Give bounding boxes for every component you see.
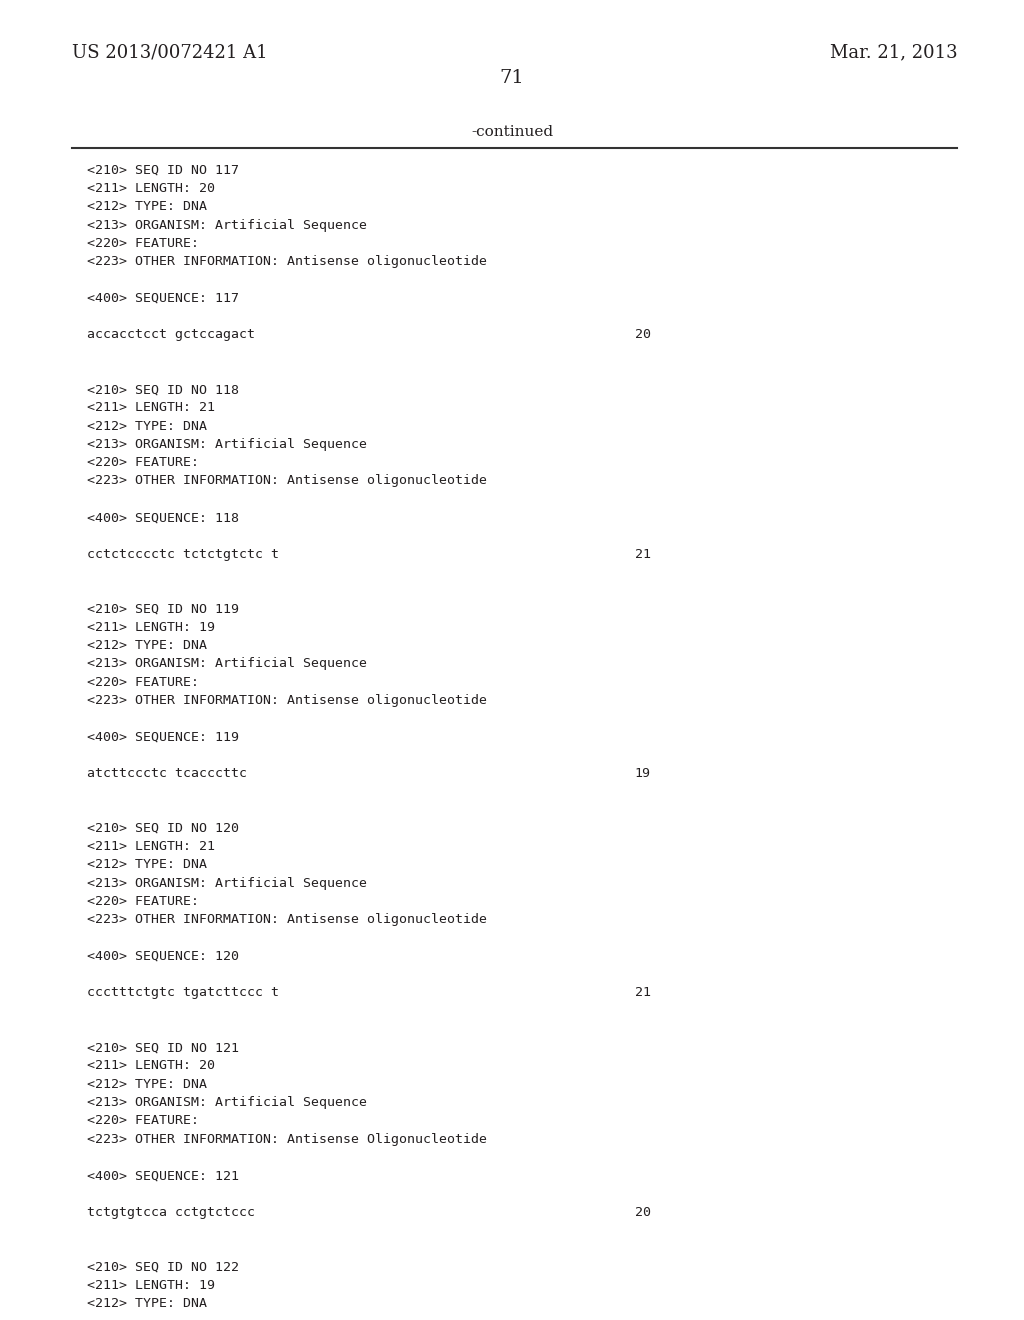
Text: <213> ORGANISM: Artificial Sequence: <213> ORGANISM: Artificial Sequence — [87, 876, 367, 890]
Text: <210> SEQ ID NO 117: <210> SEQ ID NO 117 — [87, 164, 239, 177]
Text: 19: 19 — [635, 767, 651, 780]
Text: ccctttctgtc tgatcttccc t: ccctttctgtc tgatcttccc t — [87, 986, 279, 999]
Text: <211> LENGTH: 21: <211> LENGTH: 21 — [87, 401, 215, 414]
Text: <212> TYPE: DNA: <212> TYPE: DNA — [87, 858, 207, 871]
Text: <211> LENGTH: 20: <211> LENGTH: 20 — [87, 1060, 215, 1072]
Text: <400> SEQUENCE: 118: <400> SEQUENCE: 118 — [87, 511, 239, 524]
Text: 21: 21 — [635, 986, 651, 999]
Text: atcttccctc tcacccttc: atcttccctc tcacccttc — [87, 767, 247, 780]
Text: <213> ORGANISM: Artificial Sequence: <213> ORGANISM: Artificial Sequence — [87, 219, 367, 231]
Text: <212> TYPE: DNA: <212> TYPE: DNA — [87, 1298, 207, 1311]
Text: <211> LENGTH: 21: <211> LENGTH: 21 — [87, 840, 215, 853]
Text: <223> OTHER INFORMATION: Antisense oligonucleotide: <223> OTHER INFORMATION: Antisense oligo… — [87, 694, 487, 706]
Text: 20: 20 — [635, 329, 651, 341]
Text: <210> SEQ ID NO 119: <210> SEQ ID NO 119 — [87, 602, 239, 615]
Text: <210> SEQ ID NO 118: <210> SEQ ID NO 118 — [87, 383, 239, 396]
Text: <211> LENGTH: 20: <211> LENGTH: 20 — [87, 182, 215, 195]
Text: <223> OTHER INFORMATION: Antisense oligonucleotide: <223> OTHER INFORMATION: Antisense oligo… — [87, 255, 487, 268]
Text: <212> TYPE: DNA: <212> TYPE: DNA — [87, 201, 207, 214]
Text: <211> LENGTH: 19: <211> LENGTH: 19 — [87, 620, 215, 634]
Text: <220> FEATURE:: <220> FEATURE: — [87, 457, 199, 469]
Text: <212> TYPE: DNA: <212> TYPE: DNA — [87, 639, 207, 652]
Text: 71: 71 — [500, 69, 524, 87]
Text: <212> TYPE: DNA: <212> TYPE: DNA — [87, 1077, 207, 1090]
Text: <223> OTHER INFORMATION: Antisense oligonucleotide: <223> OTHER INFORMATION: Antisense oligo… — [87, 474, 487, 487]
Text: <213> ORGANISM: Artificial Sequence: <213> ORGANISM: Artificial Sequence — [87, 657, 367, 671]
Text: 21: 21 — [635, 548, 651, 561]
Text: 20: 20 — [635, 1205, 651, 1218]
Text: -continued: -continued — [471, 125, 553, 140]
Text: <400> SEQUENCE: 117: <400> SEQUENCE: 117 — [87, 292, 239, 305]
Text: <223> OTHER INFORMATION: Antisense Oligonucleotide: <223> OTHER INFORMATION: Antisense Oligo… — [87, 1133, 487, 1146]
Text: <210> SEQ ID NO 121: <210> SEQ ID NO 121 — [87, 1041, 239, 1055]
Text: <220> FEATURE:: <220> FEATURE: — [87, 895, 199, 908]
Text: <220> FEATURE:: <220> FEATURE: — [87, 236, 199, 249]
Text: <210> SEQ ID NO 120: <210> SEQ ID NO 120 — [87, 822, 239, 834]
Text: <220> FEATURE:: <220> FEATURE: — [87, 1114, 199, 1127]
Text: <213> ORGANISM: Artificial Sequence: <213> ORGANISM: Artificial Sequence — [87, 438, 367, 451]
Text: <211> LENGTH: 19: <211> LENGTH: 19 — [87, 1279, 215, 1292]
Text: <400> SEQUENCE: 119: <400> SEQUENCE: 119 — [87, 730, 239, 743]
Text: cctctcccctc tctctgtctc t: cctctcccctc tctctgtctc t — [87, 548, 279, 561]
Text: <212> TYPE: DNA: <212> TYPE: DNA — [87, 420, 207, 433]
Text: <213> ORGANISM: Artificial Sequence: <213> ORGANISM: Artificial Sequence — [87, 1096, 367, 1109]
Text: tctgtgtcca cctgtctccc: tctgtgtcca cctgtctccc — [87, 1205, 255, 1218]
Text: <400> SEQUENCE: 121: <400> SEQUENCE: 121 — [87, 1170, 239, 1183]
Text: accacctcct gctccagact: accacctcct gctccagact — [87, 329, 255, 341]
Text: US 2013/0072421 A1: US 2013/0072421 A1 — [72, 44, 267, 62]
Text: <220> FEATURE:: <220> FEATURE: — [87, 676, 199, 689]
Text: <210> SEQ ID NO 122: <210> SEQ ID NO 122 — [87, 1261, 239, 1274]
Text: <223> OTHER INFORMATION: Antisense oligonucleotide: <223> OTHER INFORMATION: Antisense oligo… — [87, 913, 487, 927]
Text: <400> SEQUENCE: 120: <400> SEQUENCE: 120 — [87, 950, 239, 962]
Text: Mar. 21, 2013: Mar. 21, 2013 — [829, 44, 957, 62]
